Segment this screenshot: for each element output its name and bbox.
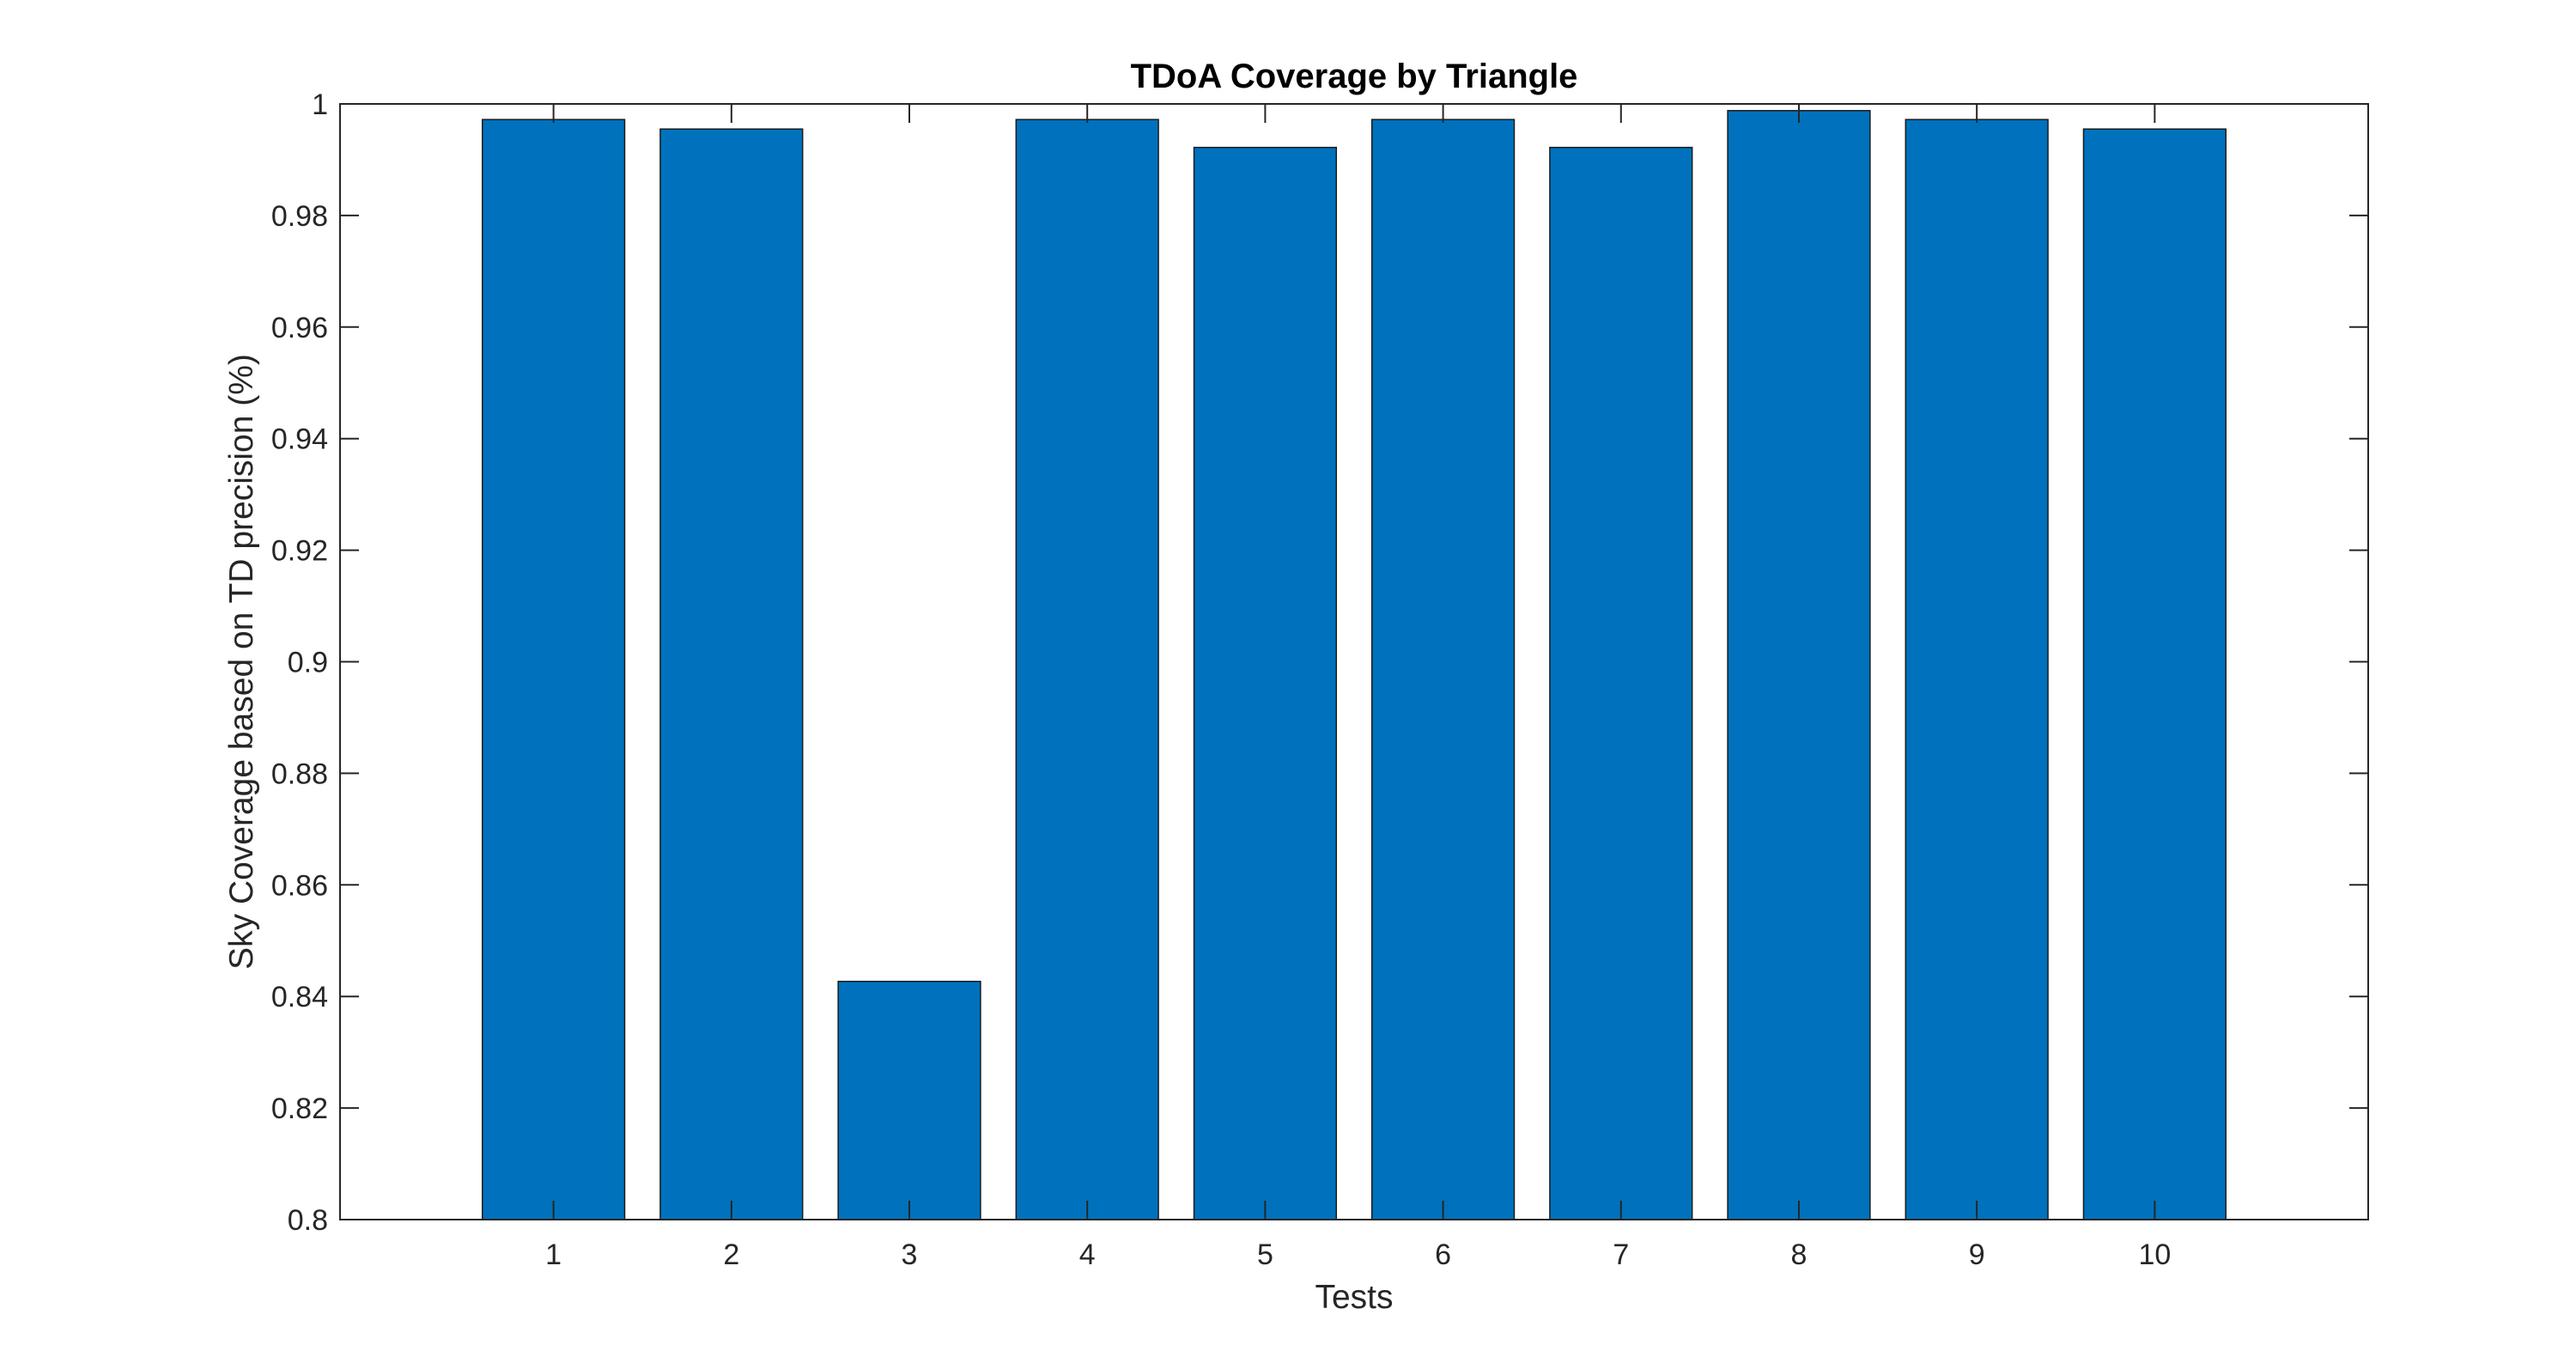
x-tick-label: 8 [1791, 1238, 1807, 1271]
bar-test-2 [659, 128, 804, 1220]
x-tick-label: 5 [1257, 1238, 1273, 1271]
y-axis-label: Sky Coverage based on TD precision (%) [223, 354, 260, 970]
bar-test-1 [482, 119, 626, 1220]
bar-test-4 [1015, 119, 1159, 1220]
y-tick-label: 0.8 [288, 1204, 328, 1237]
x-tick-label: 9 [1969, 1238, 1985, 1271]
axes-box [339, 103, 2369, 1220]
y-tick-label: 0.82 [271, 1092, 328, 1125]
x-tick-label: 3 [902, 1238, 918, 1271]
plot-area [339, 103, 2369, 1220]
x-tick-label: 10 [2138, 1238, 2171, 1271]
y-tick-label: 1 [312, 88, 328, 121]
x-tick-label: 2 [723, 1238, 739, 1271]
bar-test-8 [1727, 110, 1871, 1220]
y-tick-label: 0.86 [271, 869, 328, 902]
x-tick-label: 6 [1435, 1238, 1451, 1271]
y-tick-label: 0.98 [271, 200, 328, 233]
bar-test-5 [1193, 146, 1338, 1220]
bars-group [482, 110, 2227, 1220]
x-tick-label: 7 [1613, 1238, 1629, 1271]
x-tick-label: 1 [545, 1238, 562, 1271]
ticks-group [340, 103, 2368, 1220]
y-tick-label: 0.84 [271, 981, 328, 1013]
y-tick-label: 0.96 [271, 312, 328, 344]
x-tick-labels: 1 2 3 4 5 6 7 8 9 10 [545, 1238, 2171, 1271]
x-tick-label: 4 [1079, 1238, 1096, 1271]
y-tick-labels: 0.8 0.82 0.84 0.86 0.88 0.9 0.92 0.94 0.96 0.98 1 [271, 88, 328, 1237]
bar-test-3 [837, 980, 981, 1220]
y-tick-label: 0.94 [271, 423, 328, 456]
x-axis-label: Tests [1315, 1279, 1393, 1316]
bar-test-9 [1905, 119, 2049, 1220]
bar-test-10 [2082, 128, 2227, 1220]
bar-test-7 [1549, 146, 1693, 1220]
y-tick-label: 0.9 [288, 647, 328, 679]
chart-title: TDoA Coverage by Triangle [1131, 58, 1578, 95]
y-tick-label: 0.88 [271, 758, 328, 790]
y-tick-label: 0.92 [271, 535, 328, 568]
bar-test-6 [1370, 119, 1516, 1220]
